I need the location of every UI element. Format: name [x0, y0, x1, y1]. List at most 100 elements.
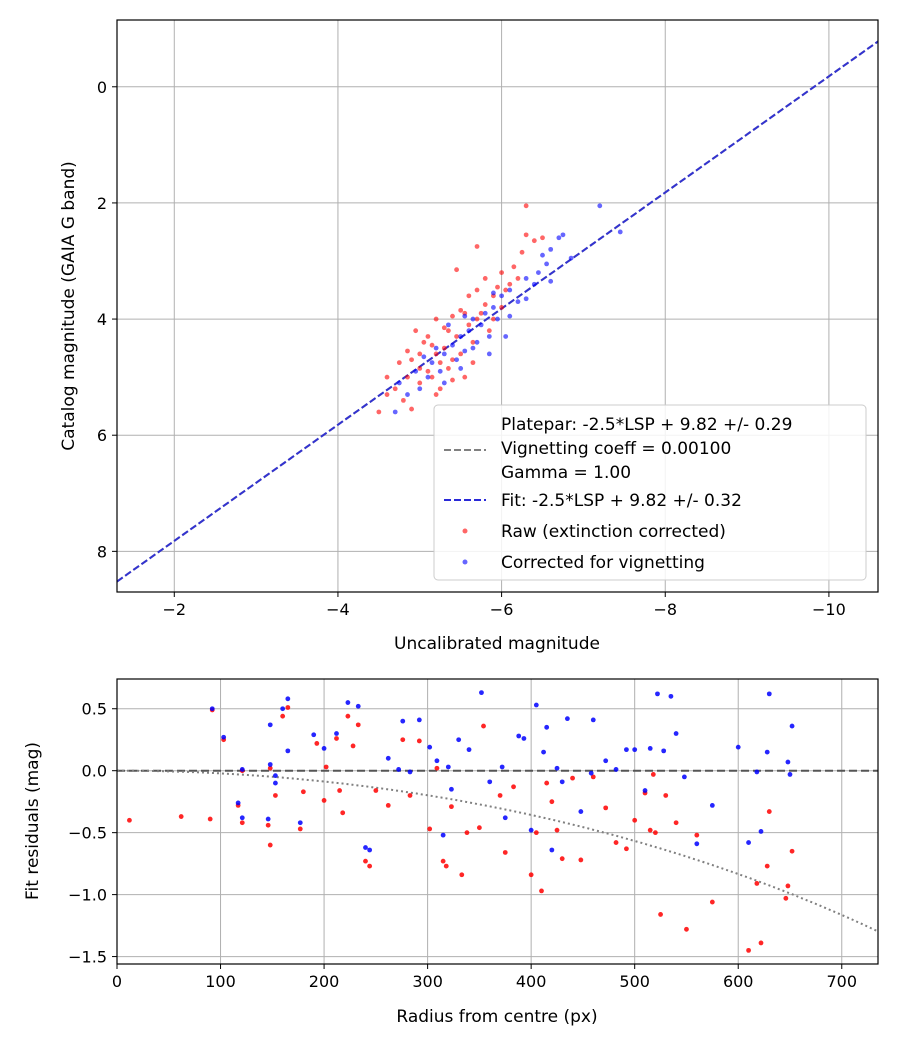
raw-point	[454, 267, 459, 273]
raw-point	[499, 305, 504, 310]
raw-point	[323, 764, 329, 770]
raw-point	[482, 276, 488, 281]
corrected-point	[385, 755, 391, 761]
corrected-point	[458, 334, 464, 339]
corrected-point	[507, 313, 513, 319]
raw-point	[440, 858, 446, 864]
raw-point	[273, 793, 278, 798]
raw-point	[663, 793, 669, 798]
y-tick-label: 0	[97, 78, 107, 97]
raw-point	[421, 339, 427, 345]
corrected-point	[554, 765, 560, 771]
corrected-point	[405, 392, 410, 397]
fit-line	[117, 40, 878, 583]
corrected-point	[523, 296, 529, 302]
corrected-point	[396, 380, 402, 386]
corrected-point	[681, 774, 687, 780]
raw-point	[285, 705, 291, 710]
raw-point	[429, 374, 435, 380]
raw-point	[746, 947, 751, 953]
bottom-axes-frame	[116, 678, 879, 965]
corrected-point	[478, 322, 484, 328]
raw-point	[603, 805, 609, 811]
corrected-point	[454, 357, 459, 363]
corrected-point	[458, 366, 464, 371]
corrected-point	[429, 360, 435, 366]
corrected-point	[624, 747, 629, 753]
corrected-point	[446, 322, 451, 328]
raw-point	[528, 872, 534, 878]
corrected-point	[433, 345, 439, 351]
legend: Platepar: -2.5*LSP + 9.82 +/- 0.29 Vigne…	[433, 404, 867, 581]
corrected-point	[548, 246, 554, 252]
raw-point	[441, 345, 447, 351]
raw-point	[178, 814, 184, 819]
corrected-point	[564, 716, 570, 722]
raw-point	[495, 284, 500, 290]
corrected-point	[544, 724, 550, 730]
corrected-point	[427, 744, 433, 750]
raw-point	[400, 397, 406, 403]
corrected-point	[694, 841, 700, 847]
raw-point	[450, 357, 455, 363]
raw-point	[405, 348, 410, 354]
bottom-x-axis-label: Radius from centre (px)	[396, 1007, 597, 1027]
corrected-point	[413, 368, 419, 374]
corrected-point	[273, 773, 278, 779]
raw-point	[280, 713, 286, 719]
legend-raw-marker	[462, 528, 468, 534]
top-points	[376, 203, 623, 415]
raw-point	[497, 793, 503, 798]
corrected-point	[367, 847, 373, 853]
legend-platepar-line3: Gamma = 1.00	[501, 463, 631, 483]
raw-point	[499, 270, 504, 276]
raw-point	[647, 827, 653, 833]
raw-point	[207, 816, 213, 822]
raw-point	[482, 302, 488, 307]
raw-point	[570, 775, 575, 781]
raw-point	[417, 380, 423, 386]
corrected-point	[647, 745, 653, 751]
top-ticks: −2 −4 −6 −8 −10 0 2 4 6 8	[97, 78, 846, 619]
corrected-point	[499, 764, 505, 770]
x-tick-label: 400	[516, 972, 547, 991]
raw-point	[785, 883, 791, 889]
corrected-point	[549, 847, 555, 853]
corrected-point	[735, 744, 741, 750]
raw-point	[523, 203, 529, 209]
raw-point	[709, 899, 715, 905]
raw-point	[652, 830, 658, 836]
corrected-point	[632, 747, 638, 753]
raw-point	[367, 863, 373, 869]
corrected-point	[486, 334, 492, 339]
raw-point	[758, 940, 764, 946]
raw-point	[478, 310, 484, 316]
corrected-point	[267, 722, 273, 728]
corrected-point	[273, 780, 278, 786]
corrected-point	[396, 767, 402, 772]
raw-point	[409, 357, 414, 363]
top-axes-frame	[116, 19, 879, 593]
raw-point	[437, 386, 443, 392]
corrected-point	[766, 691, 772, 697]
top-fit-lines	[117, 40, 878, 583]
corrected-point	[560, 232, 566, 238]
x-tick-label: 0	[112, 972, 122, 991]
raw-point	[474, 287, 480, 293]
y-tick-label: 0.0	[82, 762, 107, 781]
raw-point	[474, 244, 480, 249]
raw-point	[464, 830, 470, 836]
bottom-model-lines	[117, 769, 878, 933]
y-tick-label: −1.0	[68, 886, 107, 905]
raw-point	[458, 351, 464, 357]
corrected-point	[661, 748, 667, 754]
corrected-point	[588, 770, 594, 776]
corrected-point	[533, 702, 539, 708]
raw-point	[265, 822, 271, 828]
corrected-point	[523, 276, 529, 281]
corrected-point	[597, 203, 603, 209]
corrected-point	[400, 718, 406, 724]
raw-point	[345, 713, 351, 719]
corrected-point	[456, 737, 462, 743]
raw-point	[400, 737, 406, 743]
